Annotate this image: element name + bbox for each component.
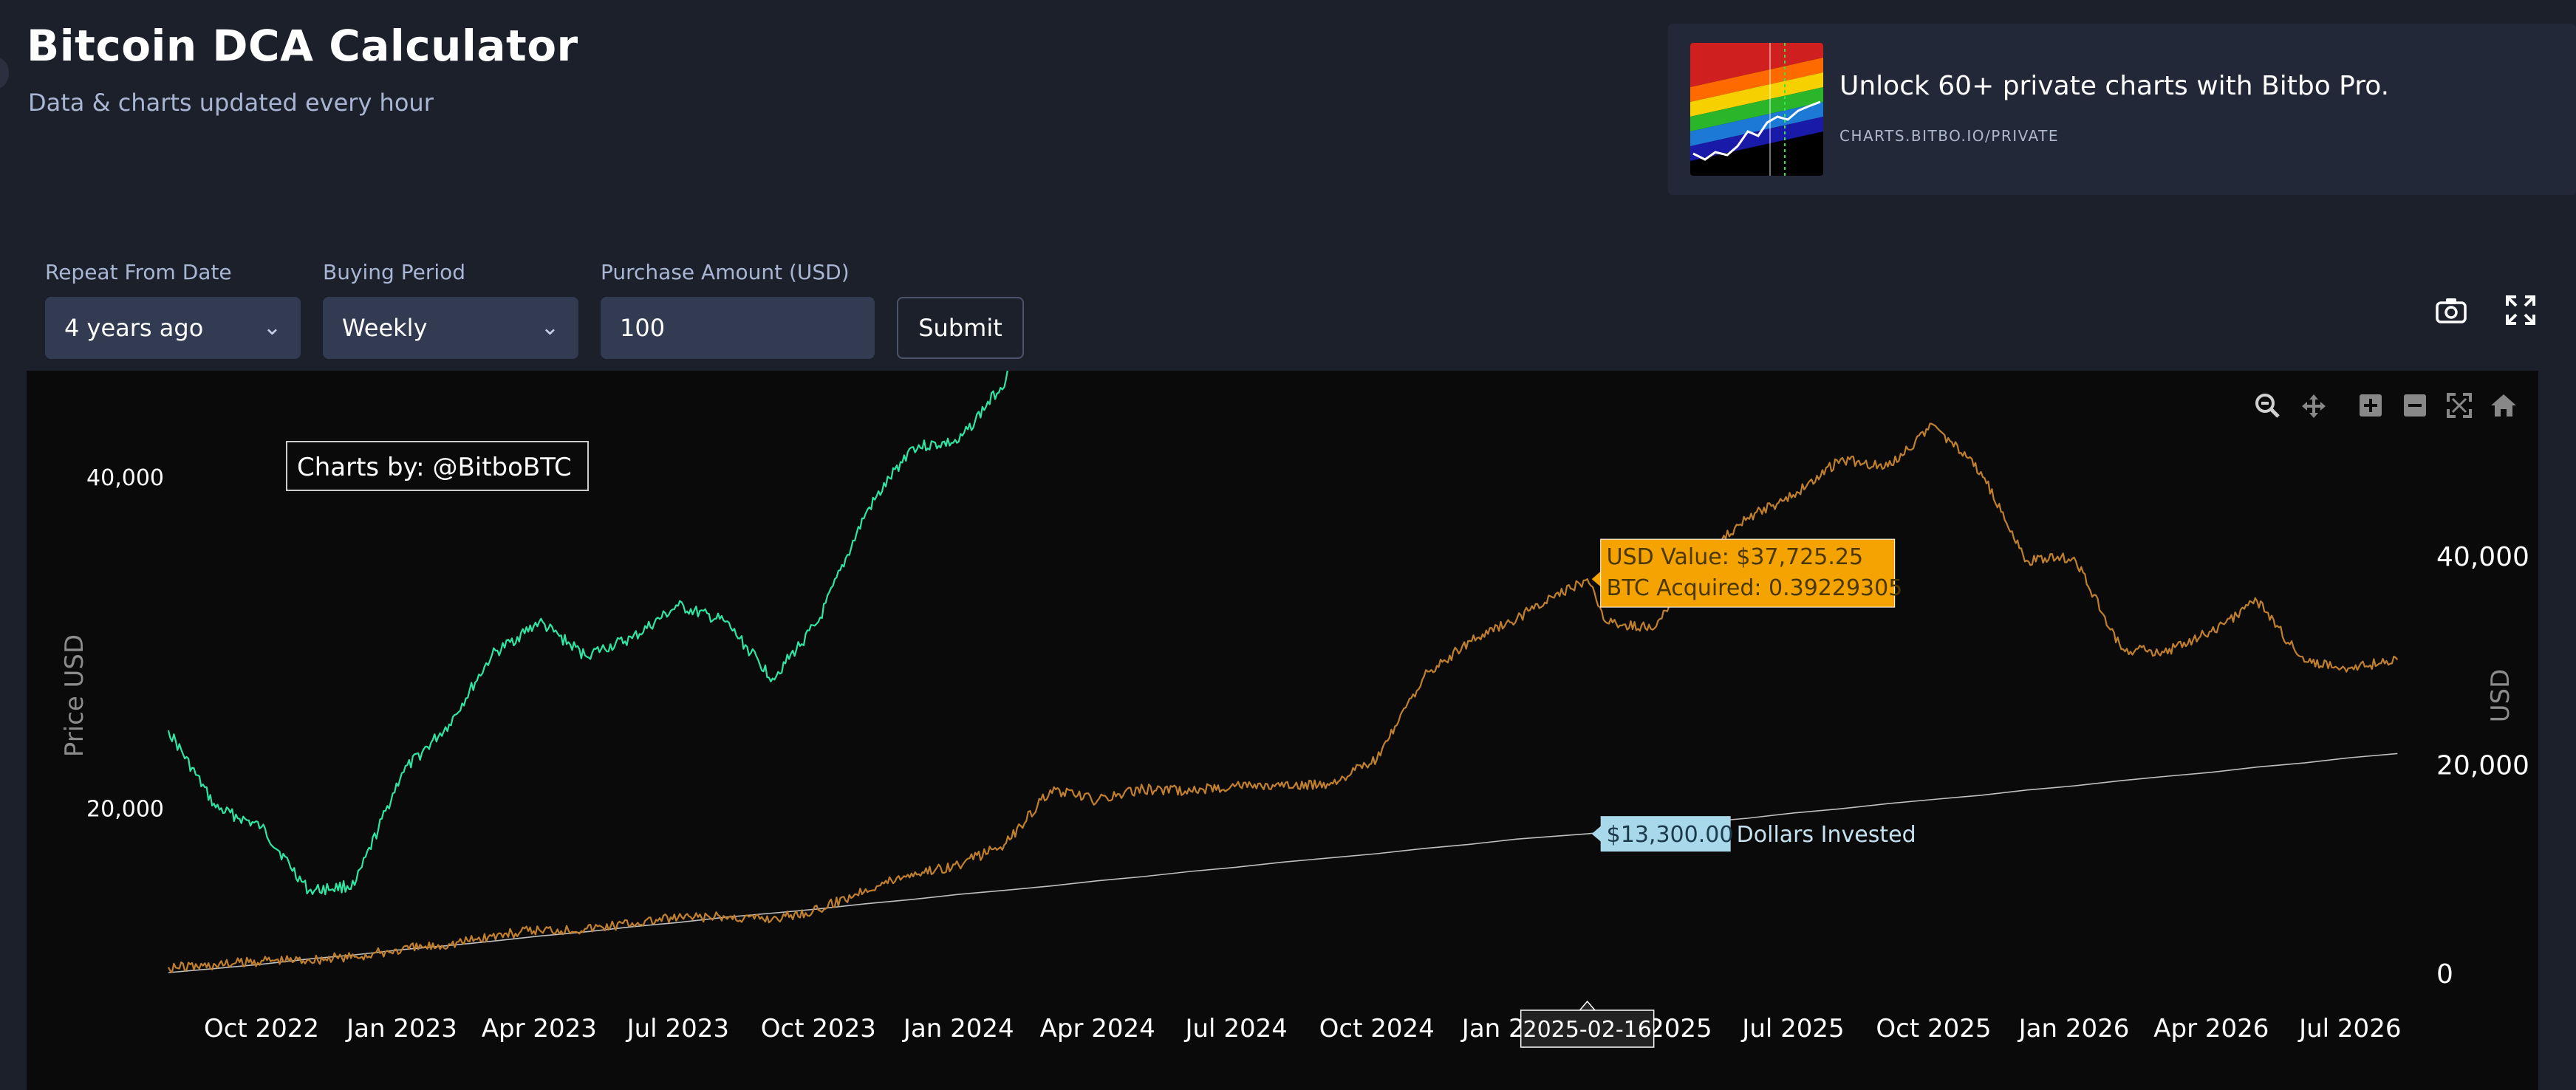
y-left-tick-label: 20,000 xyxy=(86,796,164,822)
usd-value-series-line[interactable] xyxy=(168,422,2399,973)
promo-headline[interactable]: Unlock 60+ private charts with Bitbo Pro… xyxy=(1839,71,2390,101)
buying-period-value: Weekly xyxy=(342,314,428,342)
camera-icon[interactable] xyxy=(2433,292,2469,328)
purchase-amount-input[interactable] xyxy=(601,297,875,359)
x-tick-label: Jul 2024 xyxy=(1183,1014,1287,1043)
x-tick-label: Jul 2026 xyxy=(2297,1014,2401,1043)
y-left-tick-label: 40,000 xyxy=(86,465,164,491)
chevron-down-icon: ⌄ xyxy=(262,315,281,340)
zoom-out-icon[interactable] xyxy=(2404,394,2426,417)
y-axis-left-title: Price USD xyxy=(60,634,89,757)
submit-button[interactable]: Submit xyxy=(897,297,1024,359)
usd-value-tooltip-line: USD Value: $37,725.25 xyxy=(1607,544,1863,570)
page-subtitle: Data & charts updated every hour xyxy=(28,89,434,117)
x-tick-label: Oct 2022 xyxy=(204,1014,319,1043)
chart-modebar[interactable] xyxy=(2255,393,2516,418)
date-tooltip-label: 2025-02-16 xyxy=(1523,1017,1651,1043)
price-series-line[interactable] xyxy=(167,371,2397,896)
repeat-date-select[interactable]: 4 years ago ⌄ xyxy=(45,297,301,359)
y-right-tick-label: 0 xyxy=(2436,959,2453,990)
buying-period-label: Buying Period xyxy=(323,260,466,284)
page-title: Bitcoin DCA Calculator xyxy=(27,21,578,71)
invested-tooltip-name: Dollars Invested xyxy=(1737,822,1916,848)
purchase-amount-label: Purchase Amount (USD) xyxy=(601,260,850,284)
invested-tooltip-box xyxy=(1600,816,1731,852)
invested-tooltip-pointer xyxy=(1591,825,1602,843)
x-tick-label: Oct 2024 xyxy=(1319,1014,1435,1043)
invested-tooltip-value: $13,300.00 xyxy=(1607,822,1734,848)
reset-axes-icon[interactable] xyxy=(2491,394,2516,417)
autoscale-icon[interactable] xyxy=(2447,393,2472,418)
dollars-invested-series-line[interactable] xyxy=(168,753,2398,973)
fullscreen-icon[interactable] xyxy=(2503,292,2538,328)
x-tick-label: Jan 2023 xyxy=(345,1014,457,1043)
watermark: Charts by: @BitboBTC xyxy=(286,441,589,491)
zoom-in-icon[interactable] xyxy=(2360,394,2382,417)
zoom-icon[interactable] xyxy=(2255,394,2280,418)
promo-url[interactable]: CHARTS.BITBO.IO/PRIVATE xyxy=(1839,127,2060,145)
x-tick-label: Jul 2025 xyxy=(1740,1014,1844,1043)
buying-period-select[interactable]: Weekly ⌄ xyxy=(323,297,578,359)
x-tick-label: Apr 2026 xyxy=(2153,1014,2269,1043)
y-right-tick-label: 40,000 xyxy=(2436,542,2529,572)
y-axis-right-title: USD xyxy=(2486,669,2515,723)
x-tick-label: Jan 2026 xyxy=(2018,1014,2130,1043)
y-right-tick-label: 20,000 xyxy=(2436,751,2529,781)
date-tooltip-box xyxy=(1520,1010,1655,1048)
edge-dot xyxy=(0,58,9,89)
x-tick-label: Oct 2025 xyxy=(1876,1014,1991,1043)
watermark-text: Charts by: @BitboBTC xyxy=(297,453,572,482)
usd-value-tooltip-box xyxy=(1600,538,1896,608)
btc-acquired-tooltip-line: BTC Acquired: 0.39229305 xyxy=(1607,575,1903,601)
usd-tooltip-pointer xyxy=(1591,570,1602,589)
x-tick-label: Oct 2023 xyxy=(761,1014,876,1043)
x-tick-label: Apr 2024 xyxy=(1040,1014,1155,1043)
promo-banner[interactable]: Unlock 60+ private charts with Bitbo Pro… xyxy=(1668,24,2576,195)
pan-icon[interactable] xyxy=(2302,394,2326,418)
dca-chart[interactable]: Charts by: @BitboBTC Price USD USD 120,0… xyxy=(27,371,2538,1090)
x-tick-label: Jul 2023 xyxy=(626,1014,729,1043)
repeat-date-label: Repeat From Date xyxy=(45,260,232,284)
chevron-down-icon: ⌄ xyxy=(540,315,559,340)
x-tick-label: Jan 2024 xyxy=(902,1014,1014,1043)
repeat-date-value: 4 years ago xyxy=(64,314,204,342)
x-tick-label: Apr 2023 xyxy=(482,1014,597,1043)
promo-thumbnail xyxy=(1690,43,1823,176)
chart-svg[interactable]: Charts by: @BitboBTC Price USD USD 120,0… xyxy=(27,371,2538,1090)
